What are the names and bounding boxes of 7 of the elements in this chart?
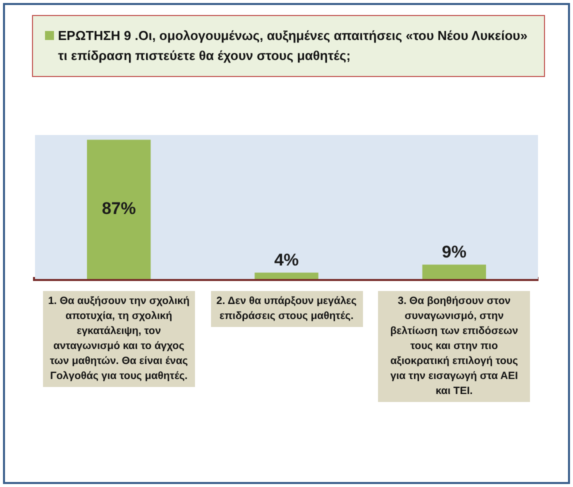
legend-label: ΕΡΩΤΗΣΗ 9 .Οι, ομολογουμένως, αυξημένες απαιτήσεις «του Νέου Λυκείου» τι επίδραση πιστεύετε θα έχουν στους μαθητές; [58,27,528,65]
data-label: 9% [442,242,466,262]
data-label: 87% [102,199,136,218]
x-tick-label: 3. Θα βοηθήσουν στον συναγωνισμό, στην βελτίωση των επιδόσεων τους και στην πιο αξιοκρατική επιλογή τους για την εισαγωγή στα ΑΕΙ και ΤΕΙ. [378,291,530,402]
x-tick-label: 1. Θα αυξήσουν την σχολική αποτυχία, τη σχολική εγκατάλειψη, τον ανταγωνισμό και το άγχος των μαθητών. Θα είναι ένας Γολγοθάς για τους μαθητές. [42,291,195,387]
x-tick-label: 2. Δεν θα υπάρξουν μεγάλες επιδράσεις στους μαθητές. [210,291,362,327]
data-label: 4% [274,250,299,270]
